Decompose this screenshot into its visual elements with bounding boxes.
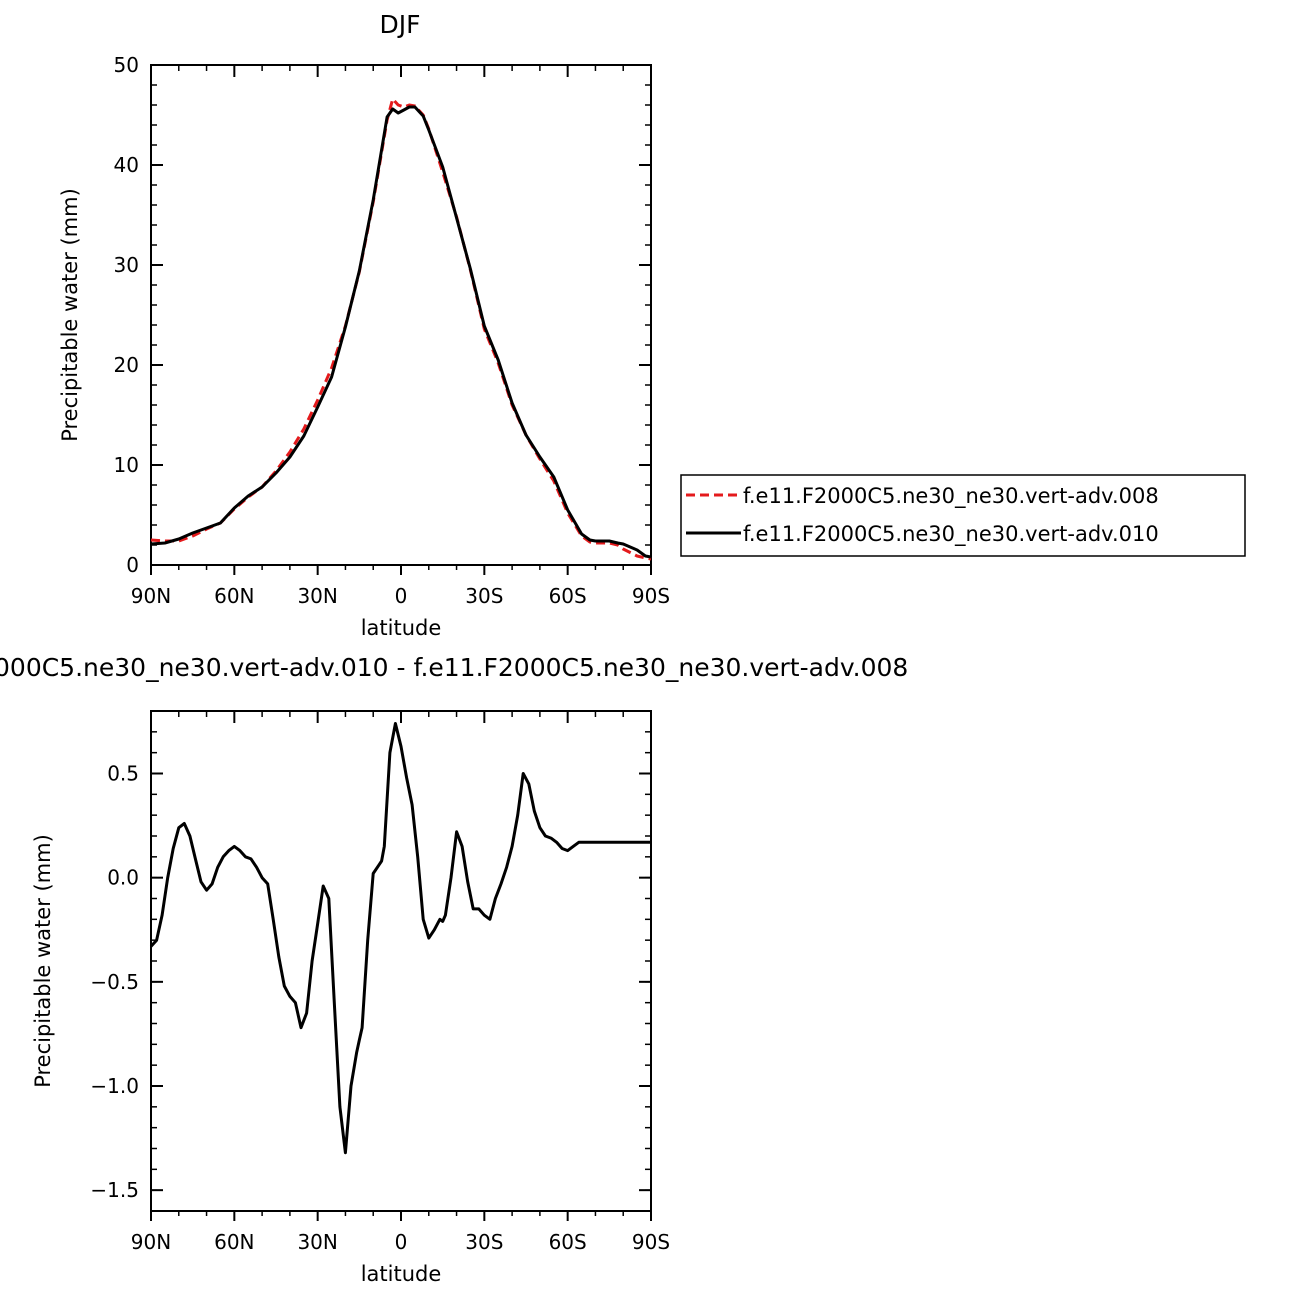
x-tick-label: 60S	[549, 584, 587, 608]
y-tick-label: 30	[114, 253, 139, 277]
x-tick-label: 30S	[465, 584, 503, 608]
y-axis-label: Precipitable water (mm)	[58, 188, 82, 442]
x-tick-label: 90S	[632, 584, 670, 608]
y-tick-label: 20	[114, 353, 139, 377]
x-tick-label: 60S	[549, 1230, 587, 1254]
bottom-panel-difference: −1.5 −1.0 −0.5 0.0 0.5 90N 60N 30N 0 30S 60S 90S lat…	[0, 653, 908, 1286]
series-line-difference	[149, 722, 651, 1155]
y-tick-label: 40	[114, 153, 139, 177]
x-tick-label: 30S	[465, 1230, 503, 1254]
legend-box	[680, 474, 1246, 557]
y-axis-label: Precipitable water (mm)	[31, 834, 55, 1088]
x-axis-label: latitude	[361, 616, 442, 640]
y-tick-label: 50	[114, 53, 139, 77]
y-tick-label: 0.0	[107, 866, 139, 890]
y-tick-label: −1.0	[90, 1074, 139, 1098]
x-tick-label: 0	[395, 1230, 408, 1254]
chart-title: DJF	[379, 10, 420, 39]
plot-frame	[150, 710, 652, 1212]
y-tick-label: −1.5	[90, 1178, 139, 1202]
legend-entry-label: f.e11.F2000C5.ne30_ne30.vert-adv.010	[743, 522, 1159, 547]
x-axis-label: latitude	[361, 1262, 442, 1286]
x-tick-label: 0	[395, 584, 408, 608]
series-line-008	[150, 97, 652, 561]
chart-title: f.e11.F2000C5.ne30_ne30.vert-adv.010 - f…	[0, 653, 908, 682]
y-tick-label: −0.5	[90, 970, 139, 994]
legend: f.e11.F2000C5.ne30_ne30.vert-adv.008 f.e1…	[680, 474, 1246, 557]
top-panel-precipitable-water: 0 10 20 30 40 50 90N 60N 30N 0 30S 60S 90S latitude Pr…	[58, 10, 670, 640]
x-tick-label: 60N	[214, 1230, 254, 1254]
plot-frame	[150, 64, 652, 566]
x-tick-label: 60N	[214, 584, 254, 608]
x-tick-label: 30N	[297, 1230, 337, 1254]
x-tick-label: 90N	[131, 1230, 171, 1254]
y-tick-label: 0	[126, 553, 139, 577]
series-line-010	[150, 105, 652, 559]
x-tick-label: 30N	[297, 584, 337, 608]
x-tick-label: 90S	[632, 1230, 670, 1254]
legend-entry-label: f.e11.F2000C5.ne30_ne30.vert-adv.008	[743, 484, 1159, 509]
y-tick-label: 0.5	[107, 762, 139, 786]
x-tick-label: 90N	[131, 584, 171, 608]
y-tick-label: 10	[114, 453, 139, 477]
